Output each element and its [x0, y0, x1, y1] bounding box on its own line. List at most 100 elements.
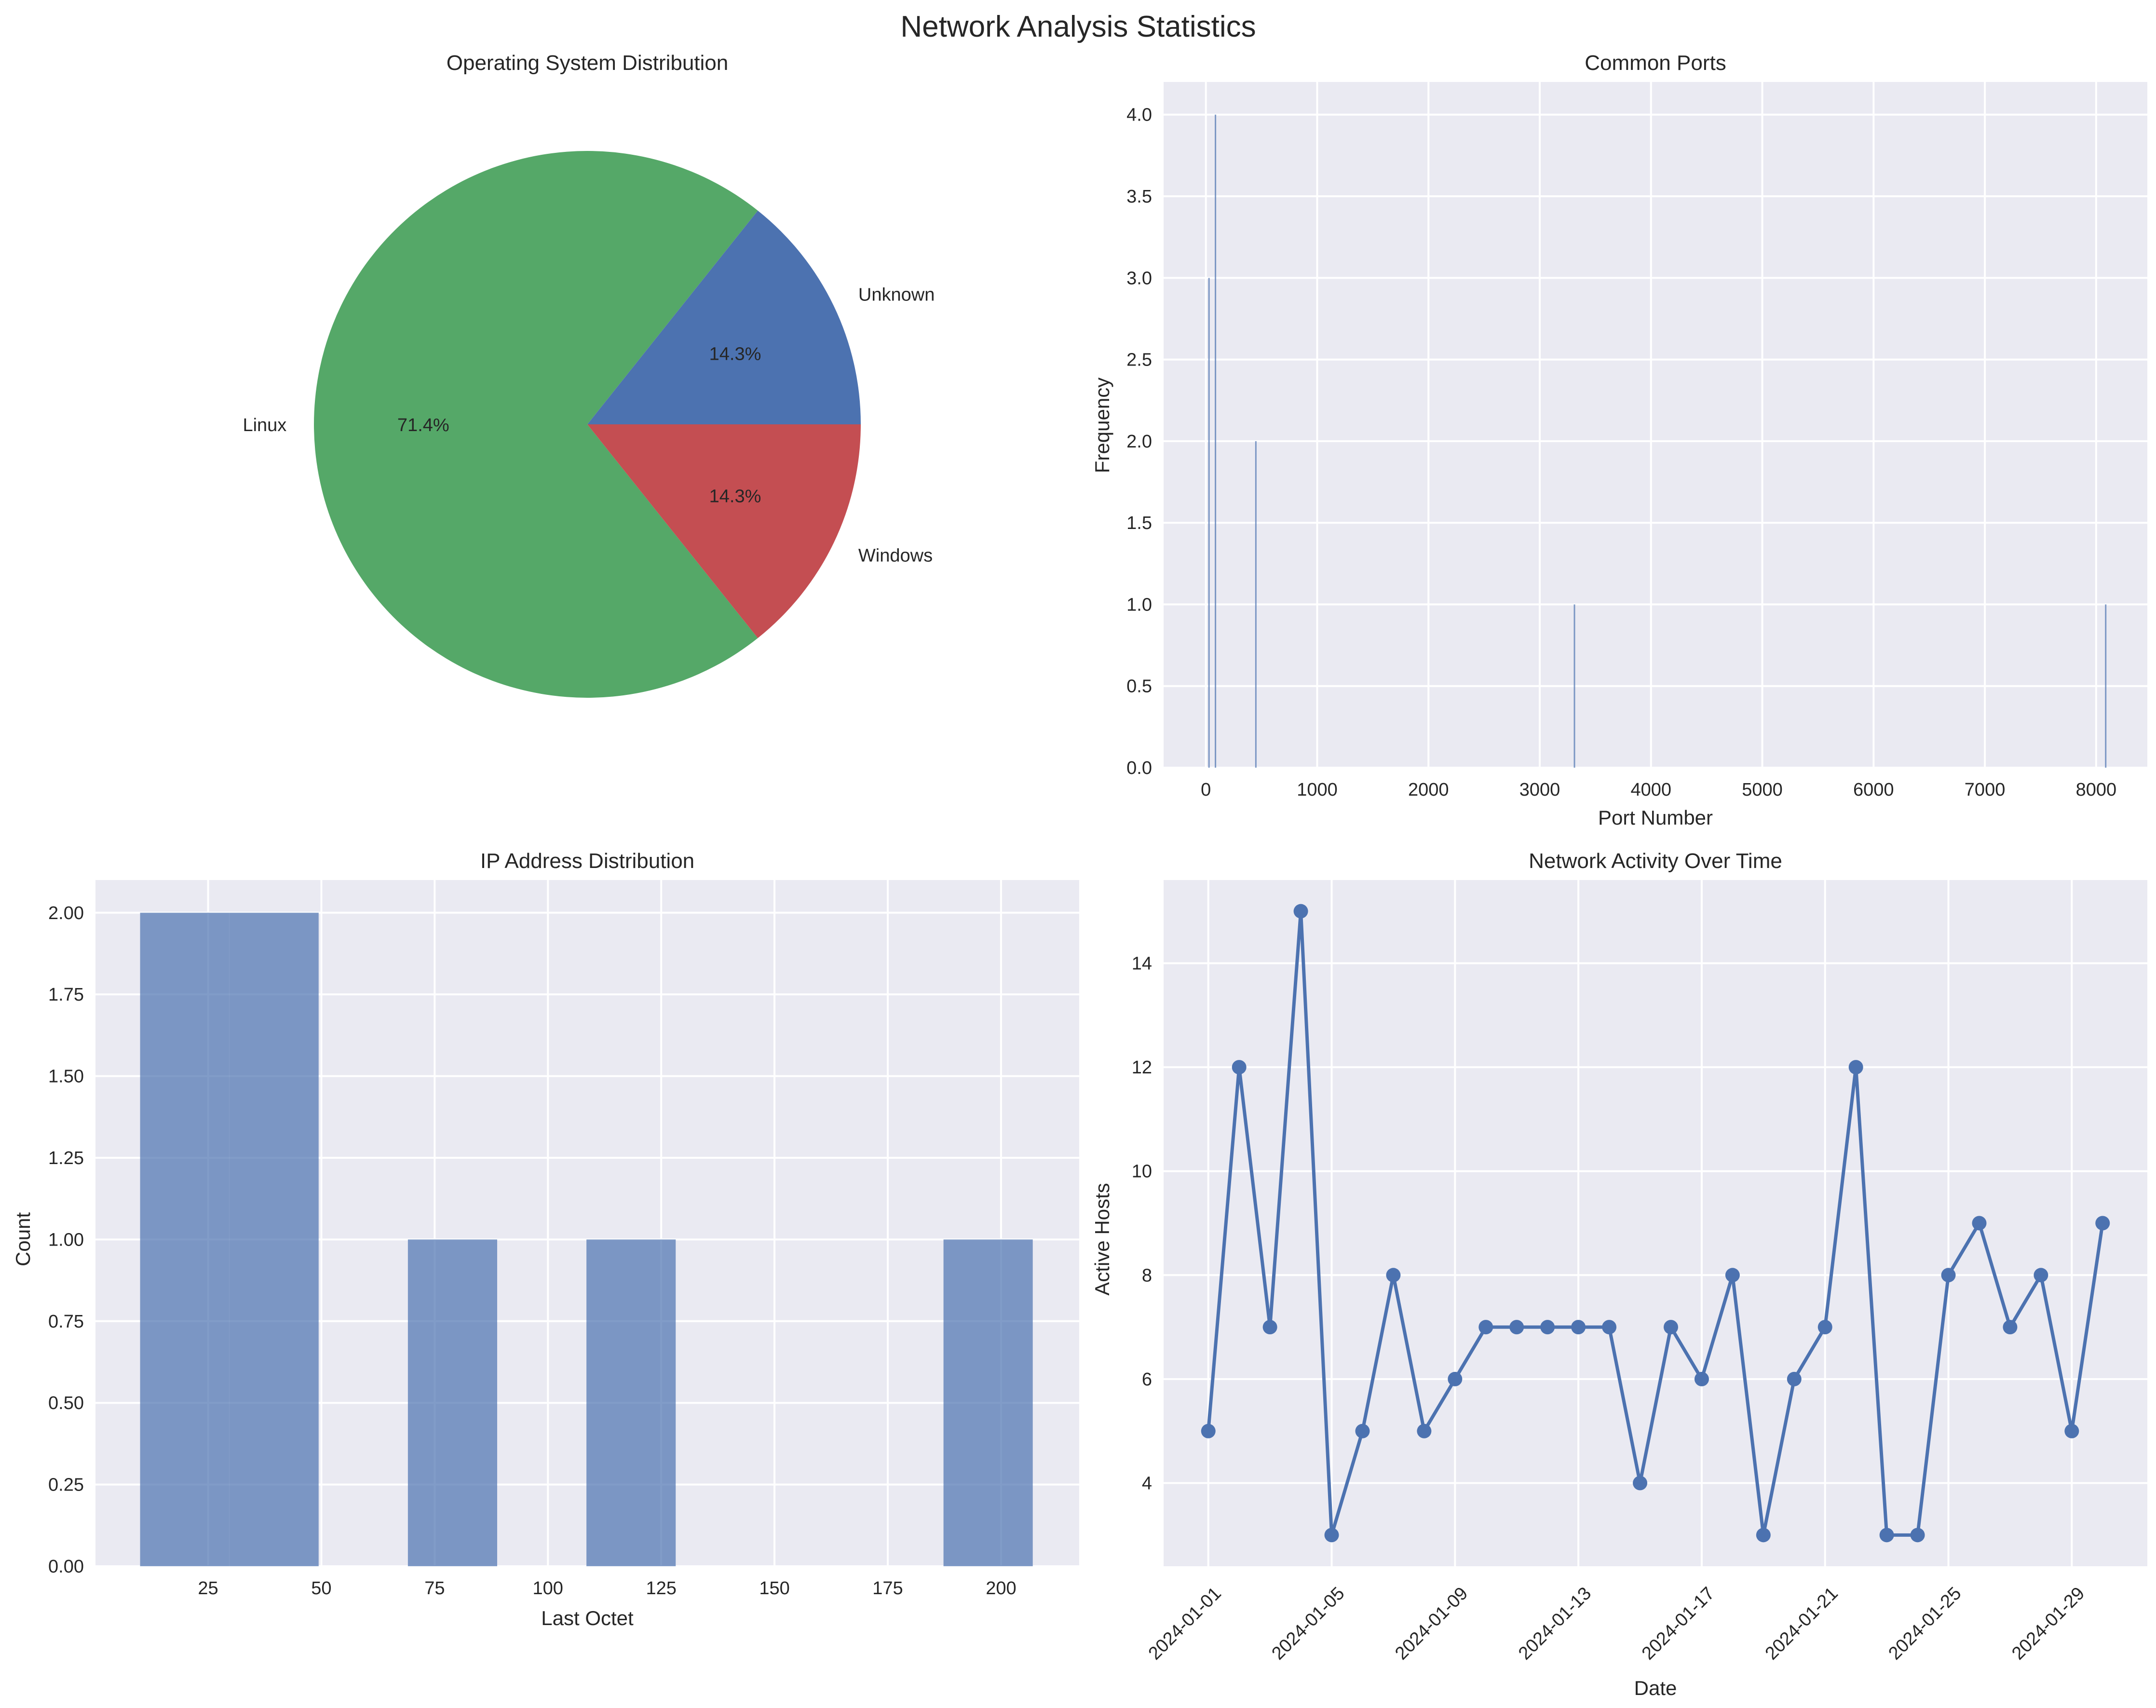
ip-y-tick-label: 2.00 [48, 903, 84, 923]
activity-y-tick-label: 6 [1142, 1369, 1152, 1390]
ports-x-tick-label: 7000 [1965, 780, 2006, 800]
activity-point [1571, 1320, 1586, 1335]
pie-chart-title: Operating System Distribution [447, 51, 728, 75]
port-bar-443 [1255, 441, 1257, 768]
activity-point [1725, 1268, 1740, 1283]
activity-y-tick-label: 4 [1142, 1474, 1152, 1494]
ip-x-tick-label: 25 [198, 1578, 218, 1599]
ports-x-tick-label: 0 [1201, 780, 1211, 800]
activity-point [1448, 1371, 1463, 1386]
ip-bin-bar [229, 912, 319, 1566]
activity-x-axis-label: Date [1634, 1677, 1677, 1699]
activity-point [1602, 1320, 1617, 1335]
pie-slice-linux [313, 151, 758, 698]
activity-point [1941, 1268, 1956, 1283]
port-bar-8080 [2105, 604, 2107, 768]
pie-labels: Unknown 14.3% Linux 71.4% Windows 14.3% [243, 285, 935, 566]
activity-point [1972, 1216, 1987, 1231]
activity-point [2095, 1216, 2110, 1231]
ip-x-tick-label: 100 [533, 1578, 563, 1599]
ports-x-tick-label: 4000 [1630, 780, 1671, 800]
pie-slice-unknown [587, 210, 861, 424]
pie-percent-linux: 71.4% [397, 415, 449, 435]
pie-label-unknown: Unknown [858, 285, 935, 305]
activity-y-tick-label: 14 [1132, 953, 1152, 974]
ports-x-tick-label: 1000 [1297, 780, 1338, 800]
activity-point [1694, 1371, 1709, 1386]
ports-x-axis-label: Port Number [1598, 806, 1713, 829]
activity-point [1417, 1423, 1432, 1438]
ports-y-tick-label: 3.5 [1126, 187, 1152, 207]
ports-y-tick-label: 1.0 [1126, 595, 1152, 615]
pie-percent-unknown: 14.3% [709, 344, 761, 364]
ip-x-tick-label: 50 [311, 1578, 331, 1599]
activity-plot-area [1164, 880, 2147, 1566]
ports-y-tick-label: 2.5 [1126, 350, 1152, 370]
activity-gridlines [1164, 880, 2147, 1566]
ports-bars [1208, 114, 2107, 768]
activity-point [1540, 1320, 1555, 1335]
pie-label-linux: Linux [243, 415, 286, 435]
activity-point [2034, 1268, 2048, 1283]
port-bar-22 [1208, 278, 1210, 768]
ip-x-tick-label: 75 [424, 1578, 445, 1599]
activity-point [1478, 1320, 1493, 1335]
ip-y-tick-label: 0.25 [48, 1475, 84, 1495]
ip-x-tick-label: 175 [872, 1578, 903, 1599]
activity-point [1232, 1060, 1247, 1075]
activity-point [1386, 1268, 1401, 1283]
ports-gridlines [1164, 82, 2147, 769]
ports-x-tick-label: 6000 [1853, 780, 1894, 800]
ip-tick-labels: 25 50 75 100 125 150 175 200 0.00 0.25 0.50 0.75 1.0… [48, 903, 1017, 1599]
activity-point [1262, 1320, 1277, 1335]
ip-x-tick-label: 150 [759, 1578, 789, 1599]
ports-y-tick-label: 3.0 [1126, 268, 1152, 288]
ports-x-tick-label: 2000 [1408, 780, 1449, 800]
ip-y-axis-label: Count [12, 1212, 34, 1266]
network-activity-line-chart: 2024-01-01 2024-01-05 2024-01-09 2024-01-13… [1091, 849, 2147, 1699]
pie-percent-windows: 14.3% [709, 487, 761, 507]
activity-point [1663, 1320, 1678, 1335]
ip-y-tick-label: 1.75 [48, 985, 84, 1005]
activity-point [1201, 1423, 1216, 1438]
pie-slice-windows [587, 424, 861, 638]
ip-y-tick-label: 1.00 [48, 1230, 84, 1250]
activity-point [1756, 1528, 1771, 1543]
activity-point [1817, 1320, 1832, 1335]
ip-histogram-bars [140, 912, 1033, 1566]
ip-bin-bar [943, 1239, 1033, 1566]
activity-point [1910, 1528, 1925, 1543]
activity-point [1293, 904, 1308, 919]
activity-point [1848, 1060, 1863, 1075]
activity-series [1201, 904, 2110, 1543]
ports-tick-labels: 0 1000 2000 3000 4000 5000 6000 7000 8000 0.0 0.5 1… [1126, 105, 2116, 800]
activity-y-tick-label: 12 [1132, 1057, 1152, 1078]
ports-y-tick-label: 4.0 [1126, 105, 1152, 125]
ip-bin-bar [586, 1239, 676, 1566]
ip-x-axis-label: Last Octet [541, 1607, 634, 1629]
ip-y-tick-label: 1.50 [48, 1067, 84, 1087]
ip-chart-title: IP Address Distribution [480, 849, 694, 873]
ports-x-tick-label: 5000 [1742, 780, 1783, 800]
ports-y-axis-label: Frequency [1091, 378, 1113, 473]
activity-point [1509, 1320, 1524, 1335]
ip-x-tick-label: 125 [646, 1578, 676, 1599]
ip-x-tick-label: 200 [986, 1578, 1016, 1599]
ports-x-tick-label: 8000 [2076, 780, 2117, 800]
activity-y-axis-label: Active Hosts [1091, 1183, 1113, 1295]
activity-point [1355, 1423, 1370, 1438]
ip-bin-bar [140, 912, 230, 1566]
pie-slices [313, 151, 861, 698]
ip-bin-bar [407, 1239, 498, 1566]
activity-point [1324, 1528, 1339, 1543]
activity-point [1633, 1476, 1648, 1491]
common-ports-bar-chart: 0 1000 2000 3000 4000 5000 6000 7000 8000 0.0 0.5 1… [1091, 51, 2147, 829]
activity-point [2003, 1320, 2018, 1335]
activity-line [1207, 909, 2104, 1537]
activity-y-tick-label: 10 [1132, 1162, 1152, 1182]
figure-title: Network Analysis Statistics [900, 10, 1256, 43]
ip-distribution-histogram: 25 50 75 100 125 150 175 200 0.00 0.25 0.50 0.75 1.0… [12, 849, 1079, 1629]
activity-y-tick-label: 8 [1142, 1265, 1152, 1286]
activity-point [1879, 1528, 1894, 1543]
ip-y-tick-label: 0.50 [48, 1393, 84, 1413]
